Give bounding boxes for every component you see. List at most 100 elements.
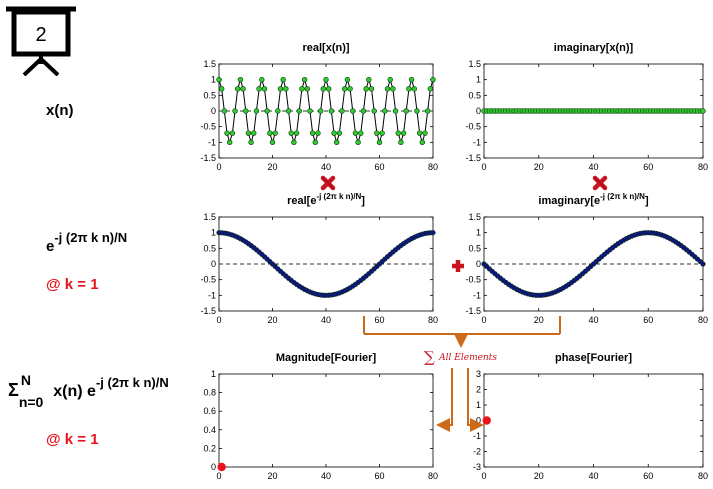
y-tick-label: 0 [211, 462, 216, 472]
y-tick-label: 0.5 [468, 90, 481, 100]
series-point [382, 108, 388, 114]
y-tick-label: 0.5 [203, 90, 216, 100]
y-tick-label: -1 [208, 137, 216, 147]
series-point [296, 108, 302, 114]
y-tick-label: 1 [476, 228, 481, 238]
series-point [248, 139, 254, 146]
step-number: 2 [35, 24, 46, 46]
x-tick-label: 60 [374, 315, 384, 325]
series-point [390, 86, 396, 92]
k-value-label: @ k = 1 [46, 276, 99, 293]
chart-title-main: phase[Fourier] [555, 352, 632, 364]
series-point [237, 76, 244, 83]
y-tick-label: 1 [476, 75, 481, 85]
y-tick-label: -1.5 [200, 306, 216, 316]
x-tick-label: 80 [698, 162, 708, 172]
chart-real-xn: real[x(n)] -1.5 -1 -0.5 0 0.5 1 1.5 0 20 40 60 80 [200, 42, 438, 172]
series-point [374, 130, 380, 136]
series-point [245, 130, 252, 136]
y-tick-label: 0 [476, 259, 481, 269]
x-tick-label: 60 [374, 471, 384, 481]
y-tick-label: 0.2 [203, 443, 216, 453]
series-point [424, 108, 431, 114]
series-point [291, 139, 297, 146]
series-point [216, 76, 222, 83]
series-point [350, 108, 356, 114]
series-point [368, 86, 375, 92]
series-point [358, 130, 364, 136]
y-tick-label: 1.5 [468, 59, 481, 69]
series-point [285, 108, 292, 114]
x-tick-label: 80 [698, 315, 708, 325]
series-point [256, 86, 262, 92]
sum-annotation-symbol: ∑ [424, 348, 435, 366]
x-tick-label: 80 [428, 162, 438, 172]
series-point [317, 108, 324, 114]
series-point [224, 130, 230, 136]
series-point [355, 139, 361, 146]
y-tick-label: 0.6 [203, 406, 216, 416]
x-tick-label: 20 [267, 471, 277, 481]
y-tick-label: -0.5 [200, 122, 216, 132]
series-point [427, 86, 434, 92]
series-point [275, 108, 281, 114]
y-tick-label: -0.5 [465, 122, 481, 132]
series-point [229, 130, 236, 136]
y-tick-label: 0 [476, 106, 481, 116]
y-tick-label: -1 [208, 290, 216, 300]
series-point [251, 130, 257, 136]
chart-title: real[e-j (2π k n)/N] [287, 192, 365, 207]
series-point [408, 76, 415, 83]
series-point [419, 139, 426, 146]
series-point [411, 86, 417, 92]
chart-title-end: ] [645, 195, 649, 207]
series-point [253, 108, 260, 114]
y-tick-label: 1.5 [203, 59, 216, 69]
series-point [325, 86, 332, 92]
y-tick-label: 0.4 [203, 425, 216, 435]
chart-title: Magnitude[Fourier] [276, 352, 377, 364]
series-point [422, 130, 428, 136]
y-tick-label: -1.5 [465, 306, 481, 316]
y-tick-label: 1.5 [203, 212, 216, 222]
chart-title-main: real[x(n)] [302, 42, 349, 54]
series-point [371, 108, 377, 114]
series-point [226, 139, 233, 146]
x-tick-label: 40 [321, 162, 331, 172]
y-tick-label: -1.5 [200, 153, 216, 163]
series-point [395, 130, 401, 136]
x-tick-label: 40 [588, 471, 598, 481]
x-tick-label: 0 [216, 471, 221, 481]
multiply-icon-right [592, 175, 608, 191]
y-tick-label: 0.5 [203, 243, 216, 253]
signal-label: x(n) [46, 102, 74, 119]
chart-title-main: Magnitude[Fourier] [276, 352, 377, 364]
fourier-point [217, 462, 226, 472]
series-point [243, 108, 249, 114]
y-tick-label: -2 [473, 447, 481, 457]
chart-title-main: imaginary[x(n)] [554, 42, 634, 54]
series-point [307, 108, 313, 114]
series-point [304, 86, 310, 92]
chart-title-end: ] [361, 195, 365, 207]
series-point [379, 130, 385, 136]
series-point [232, 108, 238, 114]
series-point [700, 108, 706, 114]
x-tick-label: 40 [588, 162, 598, 172]
series-point [430, 230, 436, 236]
series-point [347, 86, 353, 92]
series-point [312, 139, 319, 146]
series-point [392, 108, 399, 114]
series-point [288, 130, 294, 136]
sum-upper-limit: N [20, 372, 31, 388]
plus-icon [452, 260, 464, 272]
chart-title-sup: -j (2π k n)/N [600, 192, 645, 201]
x-tick-label: 20 [267, 162, 277, 172]
x-tick-label: 40 [321, 315, 331, 325]
sum-body: x(n) e [53, 383, 96, 400]
y-tick-label: 0 [211, 259, 216, 269]
series-point [280, 76, 286, 83]
series-point [315, 130, 321, 136]
x-tick-label: 0 [481, 162, 486, 172]
